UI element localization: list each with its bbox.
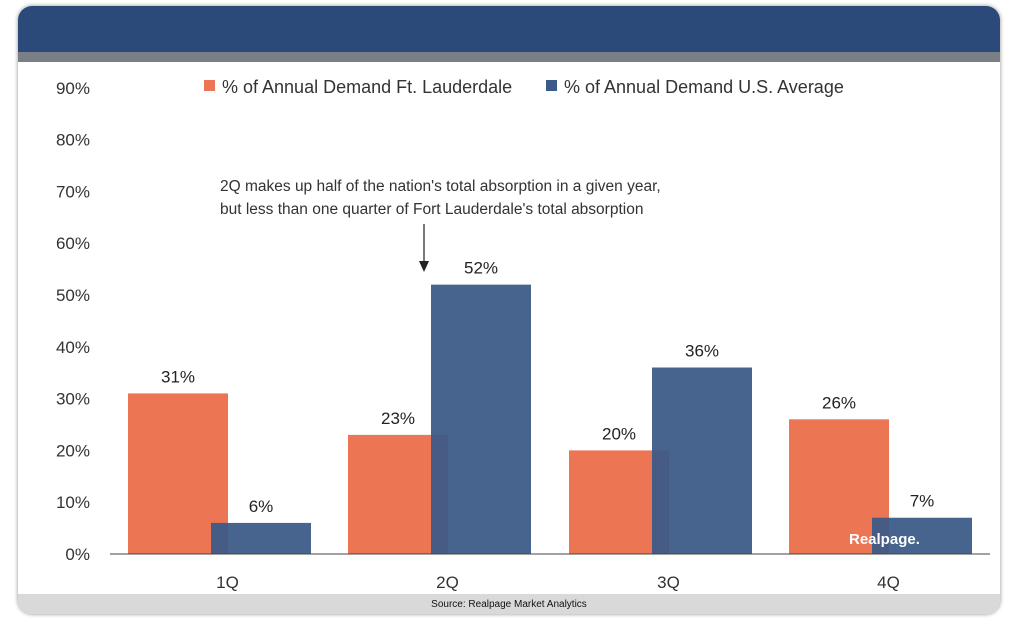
data-label: 7% (910, 492, 935, 511)
data-label: 36% (685, 342, 719, 361)
y-axis-ticks: 0% 10% 20% 30% 40% 50% 60% 70% 80% 90% (56, 79, 90, 564)
bar-us (872, 517, 972, 554)
y-tick-label: 10% (56, 493, 90, 512)
legend-swatch-ftl (204, 80, 215, 91)
x-tick-label: 2Q (436, 573, 459, 592)
data-label: 26% (822, 393, 856, 412)
data-label: 6% (249, 497, 274, 516)
x-tick-label: 3Q (657, 573, 680, 592)
annotation-line-1: 2Q makes up half of the nation's total a… (220, 178, 661, 195)
y-tick-label: 50% (56, 286, 90, 305)
legend-label-ftl: % of Annual Demand Ft. Lauderdale (222, 77, 512, 97)
annotation-arrowhead (419, 261, 429, 272)
bar-us (431, 284, 531, 554)
x-tick-label: 1Q (216, 573, 239, 592)
data-labels: 31% 23% 20% 26% 6% 52% 36% 7% (161, 259, 934, 516)
y-tick-label: 60% (56, 234, 90, 253)
bars (128, 284, 972, 554)
legend: % of Annual Demand Ft. Lauderdale % of A… (204, 77, 844, 97)
y-tick-label: 0% (65, 545, 90, 564)
source-note: Source: Realpage Market Analytics (431, 598, 587, 610)
y-tick-label: 40% (56, 338, 90, 357)
x-tick-label: 4Q (877, 573, 900, 592)
data-label: 23% (381, 409, 415, 428)
realpage-watermark: Realpage. (849, 531, 920, 548)
legend-label-us: % of Annual Demand U.S. Average (564, 77, 844, 97)
y-tick-label: 80% (56, 131, 90, 150)
bar-us (211, 522, 311, 554)
y-tick-label: 70% (56, 182, 90, 201)
x-axis-ticks: 1Q 2Q 3Q 4Q (216, 573, 900, 592)
annotation-line-2: but less than one quarter of Fort Lauder… (220, 201, 643, 218)
header-band (18, 6, 1000, 52)
data-label: 20% (602, 424, 636, 443)
y-tick-label: 30% (56, 390, 90, 409)
data-label: 31% (161, 367, 195, 386)
legend-swatch-us (546, 80, 557, 91)
footer-bar: Source: Realpage Market Analytics (18, 594, 1000, 614)
y-tick-label: 90% (56, 79, 90, 98)
y-tick-label: 20% (56, 441, 90, 460)
bar-us (652, 367, 752, 554)
header-stripe (18, 52, 1000, 62)
data-label: 52% (464, 259, 498, 278)
